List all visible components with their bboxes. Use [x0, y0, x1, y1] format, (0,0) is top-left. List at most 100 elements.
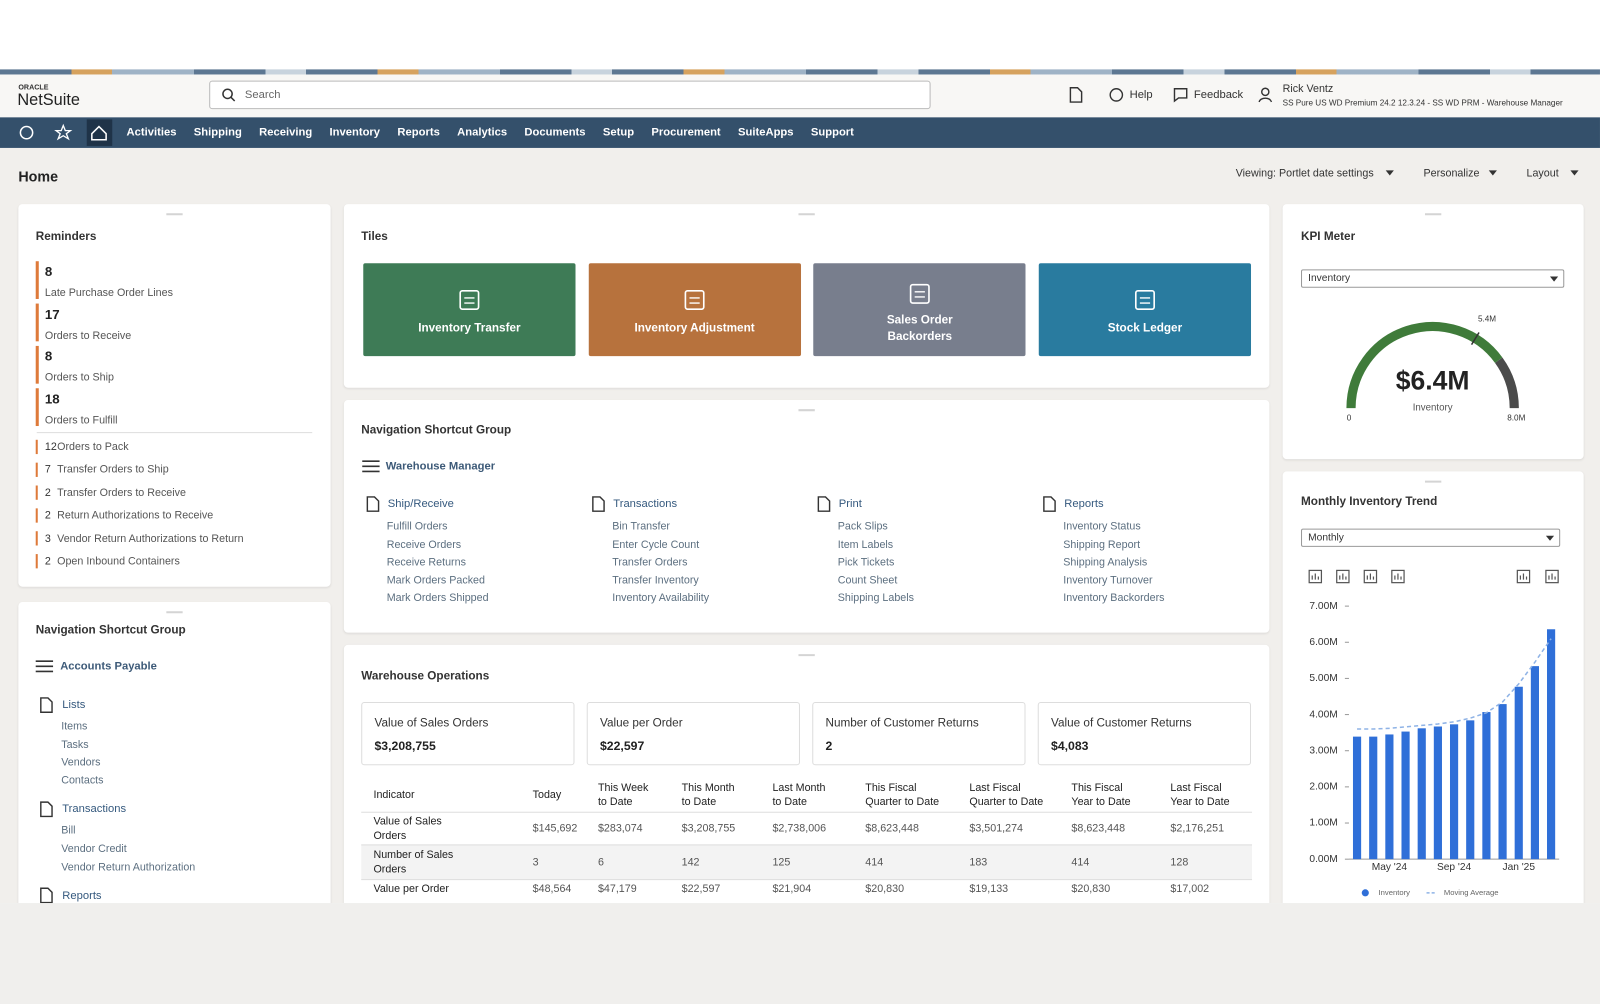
nav-item[interactable]: SuiteApps [738, 126, 794, 139]
shortcut-link[interactable]: Shipping Report [1063, 538, 1141, 551]
row-shade [361, 844, 1253, 880]
shortcut-group[interactable]: Warehouse Manager [385, 460, 496, 473]
nav-item[interactable]: Reports [397, 126, 440, 139]
shortcut-link[interactable]: Transfer Inventory [612, 573, 699, 587]
search-placeholder[interactable]: Search [244, 88, 281, 102]
reminder-label[interactable]: Orders to Fulfill [44, 413, 118, 427]
shortcut-link[interactable]: Mark Orders Shipped [386, 591, 489, 605]
shortcut-link[interactable]: Count Sheet [837, 573, 898, 587]
shortcut-link[interactable]: Receive Orders [386, 538, 462, 551]
reminder-count[interactable]: 7 [44, 463, 51, 476]
nav-item[interactable]: Inventory [329, 126, 381, 139]
section-title[interactable]: Print [838, 497, 862, 511]
reminder-label[interactable]: Orders to Pack [57, 440, 129, 454]
column-header: Year to Date [1170, 795, 1230, 808]
reminder-label[interactable]: Orders to Ship [44, 371, 114, 384]
shortcut-link[interactable]: Mark Orders Packed [386, 573, 485, 587]
nav-item[interactable]: Activities [126, 126, 177, 139]
section-title[interactable]: Transactions [613, 497, 678, 511]
reminder-label[interactable]: Late Purchase Order Lines [44, 286, 173, 299]
shortcut-link[interactable]: Shipping Analysis [1063, 556, 1148, 569]
shortcut-link[interactable]: Bin Transfer [612, 520, 671, 533]
dropdown[interactable] [1301, 528, 1561, 547]
shortcut-link[interactable]: Enter Cycle Count [612, 538, 700, 551]
tile-label[interactable]: Inventory Adjustment [634, 322, 755, 335]
personalize[interactable]: Personalize [1423, 167, 1480, 180]
bottom-margin [0, 903, 1600, 1004]
shortcut-link[interactable]: Pack Slips [837, 520, 888, 533]
reminder-label[interactable]: Transfer Orders to Ship [57, 463, 169, 476]
nav-item[interactable]: Setup [602, 126, 635, 139]
reminder-count[interactable]: 8 [44, 263, 53, 280]
logo-oracle: ORACLE [18, 84, 49, 92]
reminder-label[interactable]: Vendor Return Authorizations to Return [57, 532, 244, 545]
portlet [343, 399, 1270, 633]
tile-label[interactable]: Backorders [887, 330, 953, 343]
reminder-count[interactable]: 8 [44, 348, 53, 364]
search-box[interactable] [209, 80, 931, 110]
shortcut-link[interactable]: Shipping Labels [837, 591, 915, 605]
nav-item[interactable]: Documents [524, 126, 586, 139]
nav-item[interactable]: Support [810, 126, 854, 139]
layout[interactable]: Layout [1526, 167, 1559, 180]
shortcut-link[interactable]: Receive Returns [386, 556, 466, 569]
reminder-label[interactable]: Orders to Receive [44, 329, 132, 342]
reminder-count[interactable]: 2 [44, 509, 51, 522]
section-title[interactable]: Reports [1064, 497, 1104, 511]
shortcut-link[interactable]: Inventory Turnover [1063, 573, 1153, 587]
top-margin [0, 0, 1600, 70]
help-link[interactable]: Help [1129, 88, 1153, 102]
reminder-count[interactable]: 12 [44, 440, 57, 454]
cell: 6 [597, 856, 604, 869]
reminder-label[interactable]: Open Inbound Containers [57, 555, 180, 568]
tile[interactable] [813, 263, 1026, 357]
kpi-label: Value per Order [599, 717, 683, 730]
reminder-label[interactable]: Transfer Orders to Receive [57, 486, 186, 499]
shortcut-link[interactable]: Tasks [61, 738, 89, 751]
shortcut-link[interactable]: Inventory Status [1063, 520, 1141, 533]
reminder-label[interactable]: Return Authorizations to Receive [57, 509, 214, 522]
cell: $20,830 [865, 882, 905, 895]
shortcut-link[interactable]: Vendor Credit [61, 842, 127, 855]
section-title[interactable]: Reports [62, 889, 102, 902]
reminder-count[interactable]: 17 [44, 306, 60, 322]
cell: 183 [969, 856, 988, 869]
shortcut-link[interactable]: Vendor Return Authorization [61, 860, 196, 873]
feedback-link[interactable]: Feedback [1193, 88, 1244, 102]
dropdown[interactable] [1301, 269, 1565, 288]
tile-label[interactable]: Inventory Transfer [418, 322, 521, 335]
shortcut-link[interactable]: Inventory Availability [612, 591, 710, 605]
section-title[interactable]: Lists [62, 698, 86, 712]
page-title: Home [18, 168, 59, 185]
cell: $48,564 [532, 882, 572, 895]
shortcut-link[interactable]: Inventory Backorders [1063, 591, 1165, 605]
column-header: This Fiscal [865, 781, 917, 795]
reminder-count[interactable]: 18 [44, 390, 60, 407]
tile[interactable] [1038, 263, 1252, 357]
shortcut-group[interactable]: Accounts Payable [60, 660, 157, 673]
shortcut-link[interactable]: Items [61, 720, 88, 733]
nav-item[interactable]: Analytics [457, 126, 508, 139]
shortcut-link[interactable]: Fulfill Orders [386, 520, 448, 533]
reminder-count[interactable]: 2 [44, 555, 51, 568]
shortcut-link[interactable]: Vendors [61, 756, 101, 769]
section-title[interactable]: Ship/Receive [387, 497, 454, 511]
date-settings[interactable]: Viewing: Portlet date settings [1235, 167, 1374, 180]
brand-stripe [0, 69, 1600, 75]
section-title[interactable]: Transactions [62, 803, 127, 816]
tile[interactable] [588, 263, 801, 357]
tile[interactable] [363, 263, 576, 357]
shortcut-link[interactable]: Item Labels [837, 538, 894, 551]
tile-label[interactable]: Stock Ledger [1107, 322, 1183, 335]
nav-item[interactable]: Procurement [651, 126, 721, 139]
nav-item[interactable]: Receiving [259, 126, 313, 139]
user-name[interactable]: Rick Ventz [1282, 82, 1334, 95]
shortcut-link[interactable]: Pick Tickets [837, 556, 895, 569]
tile-label[interactable]: Sales Order [886, 314, 953, 327]
shortcut-link[interactable]: Transfer Orders [612, 556, 688, 569]
nav-item[interactable]: Shipping [193, 126, 242, 139]
reminder-count[interactable]: 2 [44, 486, 51, 499]
shortcut-link[interactable]: Bill [61, 824, 76, 837]
shortcut-link[interactable]: Contacts [61, 774, 104, 787]
reminder-count[interactable]: 3 [44, 532, 51, 545]
